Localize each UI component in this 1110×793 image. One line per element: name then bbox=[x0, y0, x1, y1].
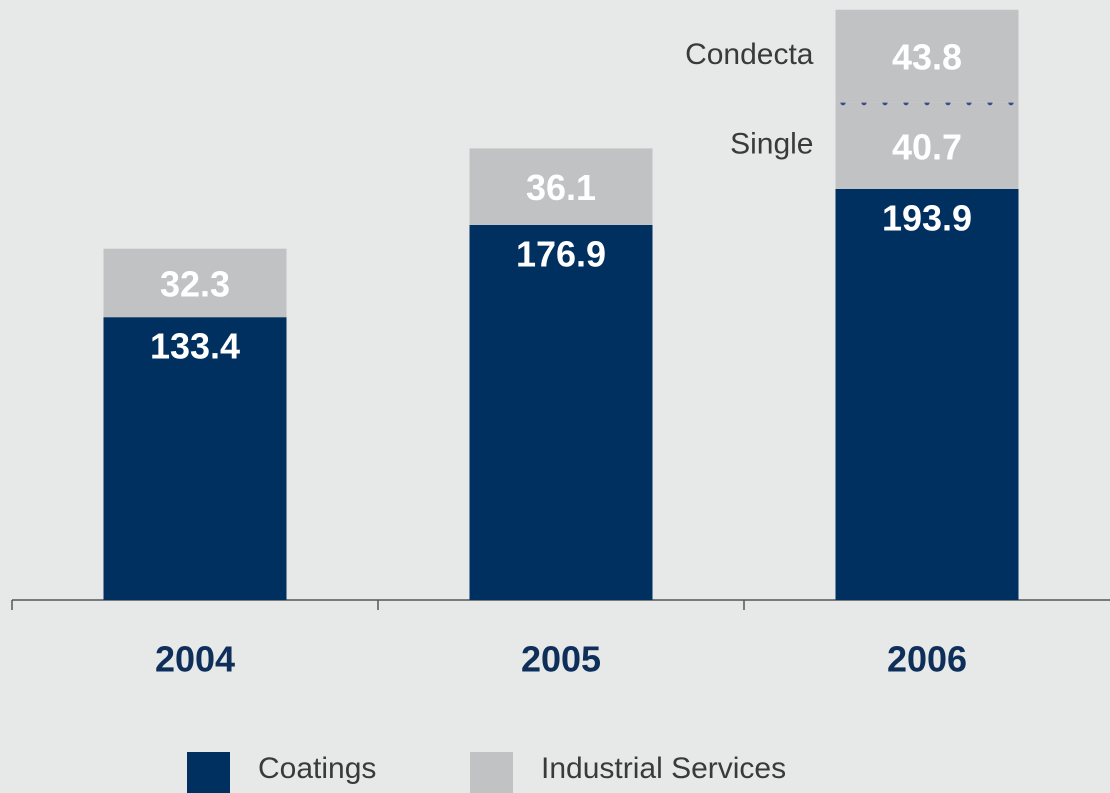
legend-label: Coatings bbox=[258, 752, 376, 785]
x-tick-label: 2006 bbox=[887, 639, 967, 680]
value-label: 40.7 bbox=[892, 126, 962, 167]
segment-label: Condecta bbox=[685, 38, 814, 71]
x-tick-label: 2004 bbox=[155, 639, 235, 680]
bar-segment bbox=[835, 188, 1019, 600]
bar-segment bbox=[469, 224, 653, 600]
legend-label: Industrial Services bbox=[541, 752, 786, 785]
bar-segment bbox=[103, 317, 287, 600]
legend-swatch bbox=[470, 752, 513, 793]
value-label: 176.9 bbox=[516, 233, 606, 274]
value-label: 32.3 bbox=[160, 263, 230, 304]
bar-segment bbox=[835, 102, 1019, 189]
bar-segment bbox=[469, 148, 653, 225]
value-label: 36.1 bbox=[526, 167, 596, 208]
value-label: 193.9 bbox=[882, 197, 972, 238]
value-label: 133.4 bbox=[150, 326, 240, 367]
value-label: 43.8 bbox=[892, 37, 962, 78]
bar-segment bbox=[103, 248, 287, 318]
legend-swatch bbox=[187, 752, 230, 793]
x-tick-label: 2005 bbox=[521, 639, 601, 680]
bar-segment bbox=[835, 9, 1019, 103]
segment-label: Single bbox=[730, 128, 813, 161]
